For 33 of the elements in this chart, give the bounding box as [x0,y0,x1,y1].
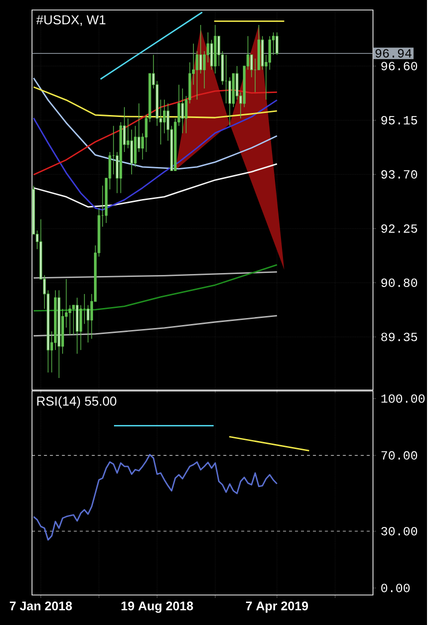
candlestick [130,129,134,175]
candlestick [72,304,76,336]
y-tick-label: 90.80 [382,278,418,287]
line-series [33,454,278,541]
candlestick [199,24,202,74]
y-tick-label: 95.15 [382,116,418,124]
line-series [33,264,278,312]
candlestick [236,66,239,100]
x-tick-label: 19 Aug 2018 [122,602,194,613]
candlestick [163,99,166,134]
y-tick-label: 96.60 [382,62,418,70]
y-tick-label: 89.35 [381,332,418,342]
y-tick-label: 0.00 [381,584,410,592]
candlestick [268,36,272,70]
x-tick-label: 7 Jan 2018 [10,602,72,610]
y-tick-label: 100.00 [382,394,425,403]
line-series [33,89,278,176]
y-tick-label: 93.70 [382,170,418,179]
chart-title: #USDX, W1 [36,15,106,26]
candlestick [181,88,184,134]
y-tick-label: 30.00 [381,526,418,536]
chart-title: RSI(14) 55.00 [37,396,116,408]
x-tick-label: 7 Apr 2019 [246,602,308,613]
y-tick-label: 70.00 [382,451,418,460]
candlestick [80,304,82,350]
line-series [33,314,278,337]
candlestick [228,76,232,126]
candlestick [276,32,278,56]
line-series [33,77,278,170]
ref-line-label: 96.94 [376,49,412,58]
y-tick-label: 92.25 [382,224,418,233]
candlestick [68,304,72,336]
line-series [33,99,278,211]
